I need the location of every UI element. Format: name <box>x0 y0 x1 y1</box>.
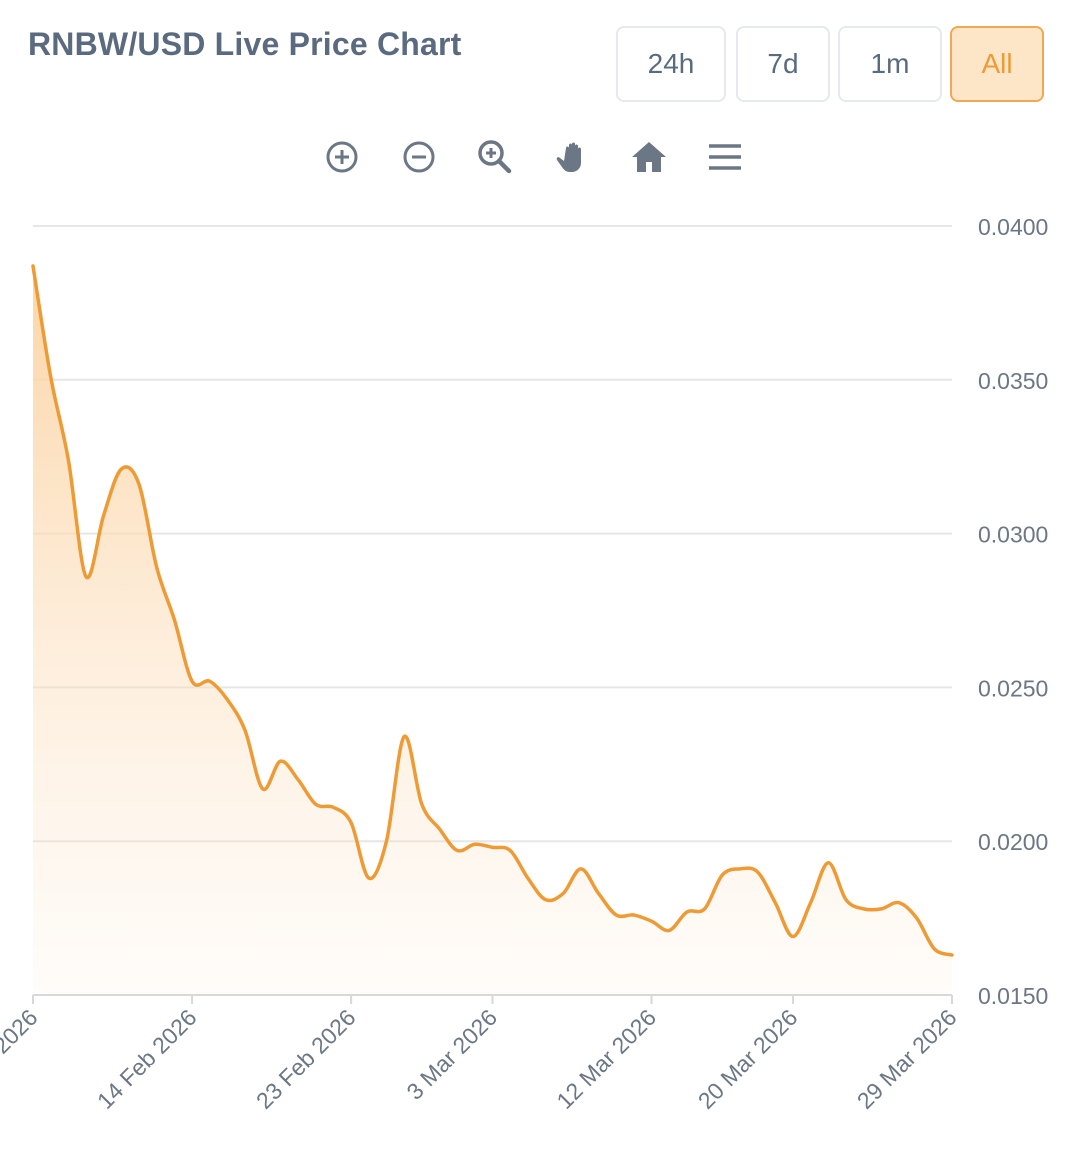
pan-hand-icon[interactable] <box>550 134 596 180</box>
range-button-24h[interactable]: 24h <box>616 26 726 102</box>
chart-toolbar <box>0 134 1078 180</box>
x-tick-label: 14 Feb 2026 <box>92 1004 202 1114</box>
zoom-in-icon[interactable] <box>319 134 365 180</box>
y-tick-label: 0.0300 <box>978 522 1048 548</box>
y-tick-label: 0.0200 <box>978 829 1048 855</box>
x-tick-label: 23 Feb 2026 <box>251 1004 361 1114</box>
y-tick-label: 0.0350 <box>978 368 1048 394</box>
x-axis: 2026 14 Feb 2026 23 Feb 2026 3 Mar 2026 12 M… <box>0 994 962 1114</box>
zoom-out-icon[interactable] <box>396 134 442 180</box>
x-tick-label: 2026 <box>0 1004 43 1059</box>
page-title: RNBW/USD Live Price Chart <box>28 26 462 62</box>
price-area <box>33 265 952 995</box>
reset-home-icon[interactable] <box>626 134 672 180</box>
x-tick-label: 20 Mar 2026 <box>693 1004 803 1114</box>
price-chart: 0.0400 0.0350 0.0300 0.0250 0.0200 0.0150 202… <box>0 214 1048 1114</box>
zoom-selection-icon[interactable] <box>472 134 518 180</box>
y-tick-label: 0.0150 <box>978 983 1048 1009</box>
y-tick-label: 0.0400 <box>978 214 1048 240</box>
x-tick-label: 12 Mar 2026 <box>551 1004 661 1114</box>
menu-icon[interactable] <box>702 134 748 180</box>
price-line <box>31 264 954 957</box>
range-button-all[interactable]: All <box>950 26 1044 102</box>
x-tick-label: 3 Mar 2026 <box>401 1004 502 1105</box>
y-axis: 0.0400 0.0350 0.0300 0.0250 0.0200 0.0150 <box>978 214 1048 1009</box>
range-button-1m[interactable]: 1m <box>838 26 942 102</box>
y-tick-label: 0.0250 <box>978 675 1048 701</box>
x-tick-label: 29 Mar 2026 <box>852 1004 962 1114</box>
range-button-7d[interactable]: 7d <box>736 26 830 102</box>
